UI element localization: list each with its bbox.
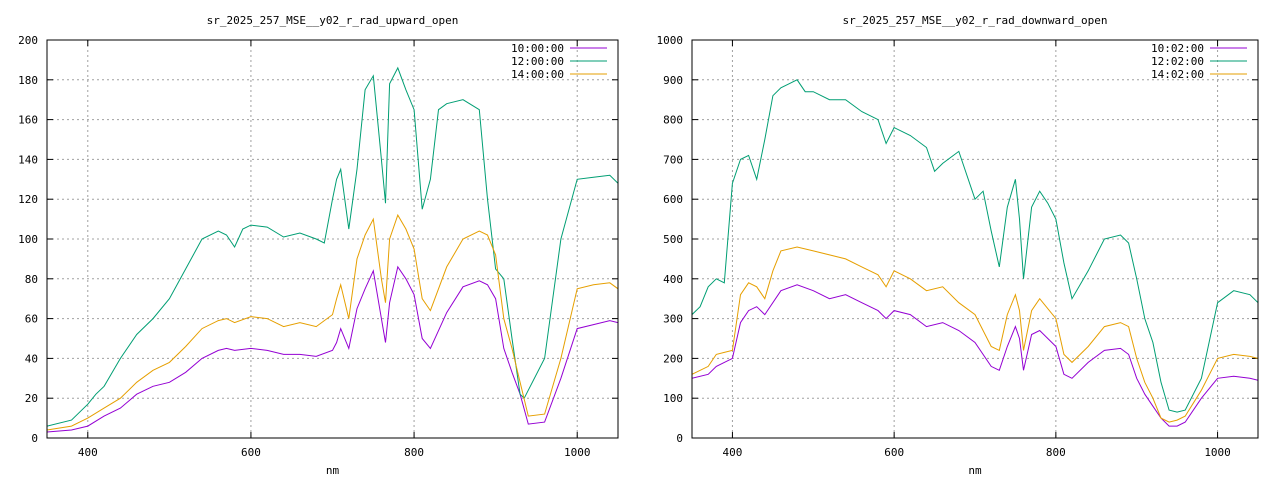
y-tick-label: 140 <box>18 153 38 166</box>
y-tick-label: 600 <box>663 193 683 206</box>
y-tick-label: 800 <box>663 114 683 127</box>
y-tick-label: 20 <box>25 392 38 405</box>
x-tick-label: 600 <box>241 446 261 459</box>
legend-label: 12:02:00 <box>1151 55 1204 68</box>
x-axis-label: nm <box>326 464 340 477</box>
y-tick-label: 180 <box>18 74 38 87</box>
y-tick-label: 100 <box>663 392 683 405</box>
y-tick-label: 300 <box>663 313 683 326</box>
legend-label: 12:00:00 <box>511 55 564 68</box>
legend-label: 14:00:00 <box>511 68 564 81</box>
x-tick-label: 400 <box>722 446 742 459</box>
legend-label: 14:02:00 <box>1151 68 1204 81</box>
y-tick-label: 500 <box>663 233 683 246</box>
series-line-1 <box>47 265 618 433</box>
x-tick-label: 800 <box>1046 446 1066 459</box>
series-line-1 <box>692 284 1258 427</box>
y-tick-label: 0 <box>31 432 38 445</box>
plot-frame <box>46 39 619 439</box>
plot-frame <box>691 39 1259 439</box>
x-tick-label: 800 <box>404 446 424 459</box>
chart-title: sr_2025_257_MSE__y02_r_rad_downward_open <box>843 14 1108 27</box>
y-tick-label: 200 <box>18 34 38 47</box>
y-tick-label: 100 <box>18 233 38 246</box>
x-tick-label: 600 <box>884 446 904 459</box>
legend-label: 10:02:00 <box>1151 42 1204 55</box>
y-tick-label: 80 <box>25 273 38 286</box>
y-tick-label: 700 <box>663 153 683 166</box>
legend-label: 10:00:00 <box>511 42 564 55</box>
series-line-3 <box>692 246 1258 423</box>
chart-1: sr_2025_257_MSE__y02_r_rad_upward_open 0 2… <box>18 14 619 477</box>
y-tick-label: 400 <box>663 273 683 286</box>
chart-title: sr_2025_257_MSE__y02_r_rad_upward_open <box>207 14 459 27</box>
series-line-2 <box>47 66 618 427</box>
y-tick-label: 60 <box>25 313 38 326</box>
series-line-2 <box>692 79 1258 413</box>
y-tick-label: 900 <box>663 74 683 87</box>
y-tick-label: 160 <box>18 114 38 127</box>
chart-2: sr_2025_257_MSE__y02_r_rad_downward_open… <box>657 14 1259 477</box>
y-tick-label: 40 <box>25 352 38 365</box>
x-tick-label: 1000 <box>564 446 591 459</box>
x-tick-label: 1000 <box>1204 446 1231 459</box>
y-tick-label: 0 <box>676 432 683 445</box>
x-axis-label: nm <box>968 464 982 477</box>
x-tick-label: 400 <box>78 446 98 459</box>
y-tick-label: 120 <box>18 193 38 206</box>
y-tick-label: 1000 <box>657 34 684 47</box>
series-line-3 <box>47 213 618 431</box>
y-tick-label: 200 <box>663 352 683 365</box>
